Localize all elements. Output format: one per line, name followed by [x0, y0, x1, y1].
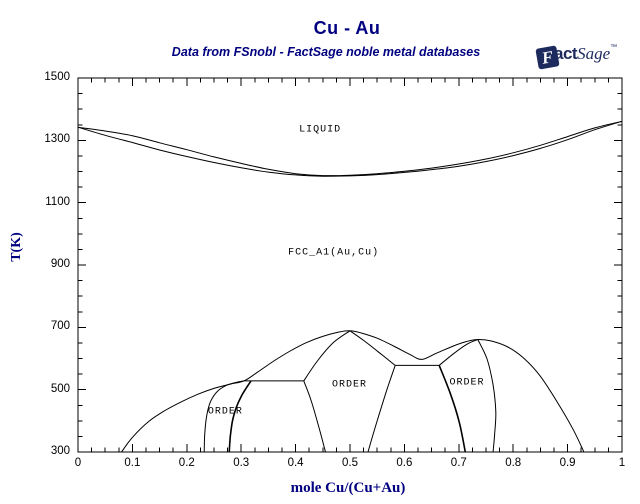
logo-text-act: act	[554, 44, 578, 63]
y-tick-label: 1100	[45, 195, 70, 208]
curve-solidus	[77, 120, 623, 177]
page-title: Cu - Au	[313, 18, 381, 38]
page-subtitle: Data from FSnobl - FactSage noble metal …	[171, 45, 481, 59]
y-tick-label: 1300	[44, 133, 70, 146]
x-tick-label: 0.8	[505, 457, 522, 469]
phase-region-label: FCC_A1(Au,Cu)	[288, 247, 380, 259]
curve-cuau-left-upper	[303, 330, 351, 382]
factsage-logo: FactSage™	[535, 44, 618, 70]
phase-region-label: LIQUID	[299, 124, 342, 136]
y-axis-title: T(K)	[9, 232, 24, 262]
curve-cuau3-right-boundary	[228, 380, 252, 453]
curve-cuau-right-upper	[349, 330, 396, 366]
x-tick-label: 0.7	[450, 457, 467, 469]
phase-region-label: ORDER	[449, 377, 485, 389]
curve-cu3au-left-lower	[438, 365, 467, 453]
y-tick-label: 900	[50, 258, 70, 270]
x-tick-label: 0.5	[342, 457, 358, 469]
y-tick-label: 500	[50, 382, 70, 395]
curve-liquidus	[77, 120, 623, 177]
phase-region-label: ORDER	[207, 406, 243, 418]
x-tick-label: 0.1	[124, 457, 141, 469]
curve-cuau3-left-boundary	[203, 380, 245, 453]
y-tick-label: 300	[50, 445, 70, 457]
x-tick-label: 0	[74, 457, 82, 469]
y-tick-label: 1500	[44, 71, 70, 83]
phase-region-label: ORDER	[331, 379, 367, 391]
curve-cu3au-left-upper	[438, 339, 479, 366]
x-tick-label: 0.2	[178, 457, 195, 469]
x-tick-label: 1	[618, 457, 626, 469]
x-tick-label: 0.6	[396, 457, 413, 469]
curve-cuau-left-lower	[303, 380, 326, 453]
curve-order-envelope	[121, 330, 585, 453]
logo-text-sage: Sage	[577, 44, 611, 63]
x-tick-label: 0.9	[559, 457, 576, 469]
y-tick-label: 700	[50, 320, 70, 333]
trademark-symbol: ™	[610, 44, 618, 51]
x-axis-title: mole Cu/(Cu+Au)	[290, 480, 406, 496]
curve-cu3au-right-boundary	[477, 339, 497, 453]
plot-frame	[77, 77, 623, 453]
curve-cuau-right-lower	[367, 365, 396, 453]
x-tick-label: 0.3	[233, 457, 250, 469]
x-tick-label: 0.4	[287, 457, 304, 469]
